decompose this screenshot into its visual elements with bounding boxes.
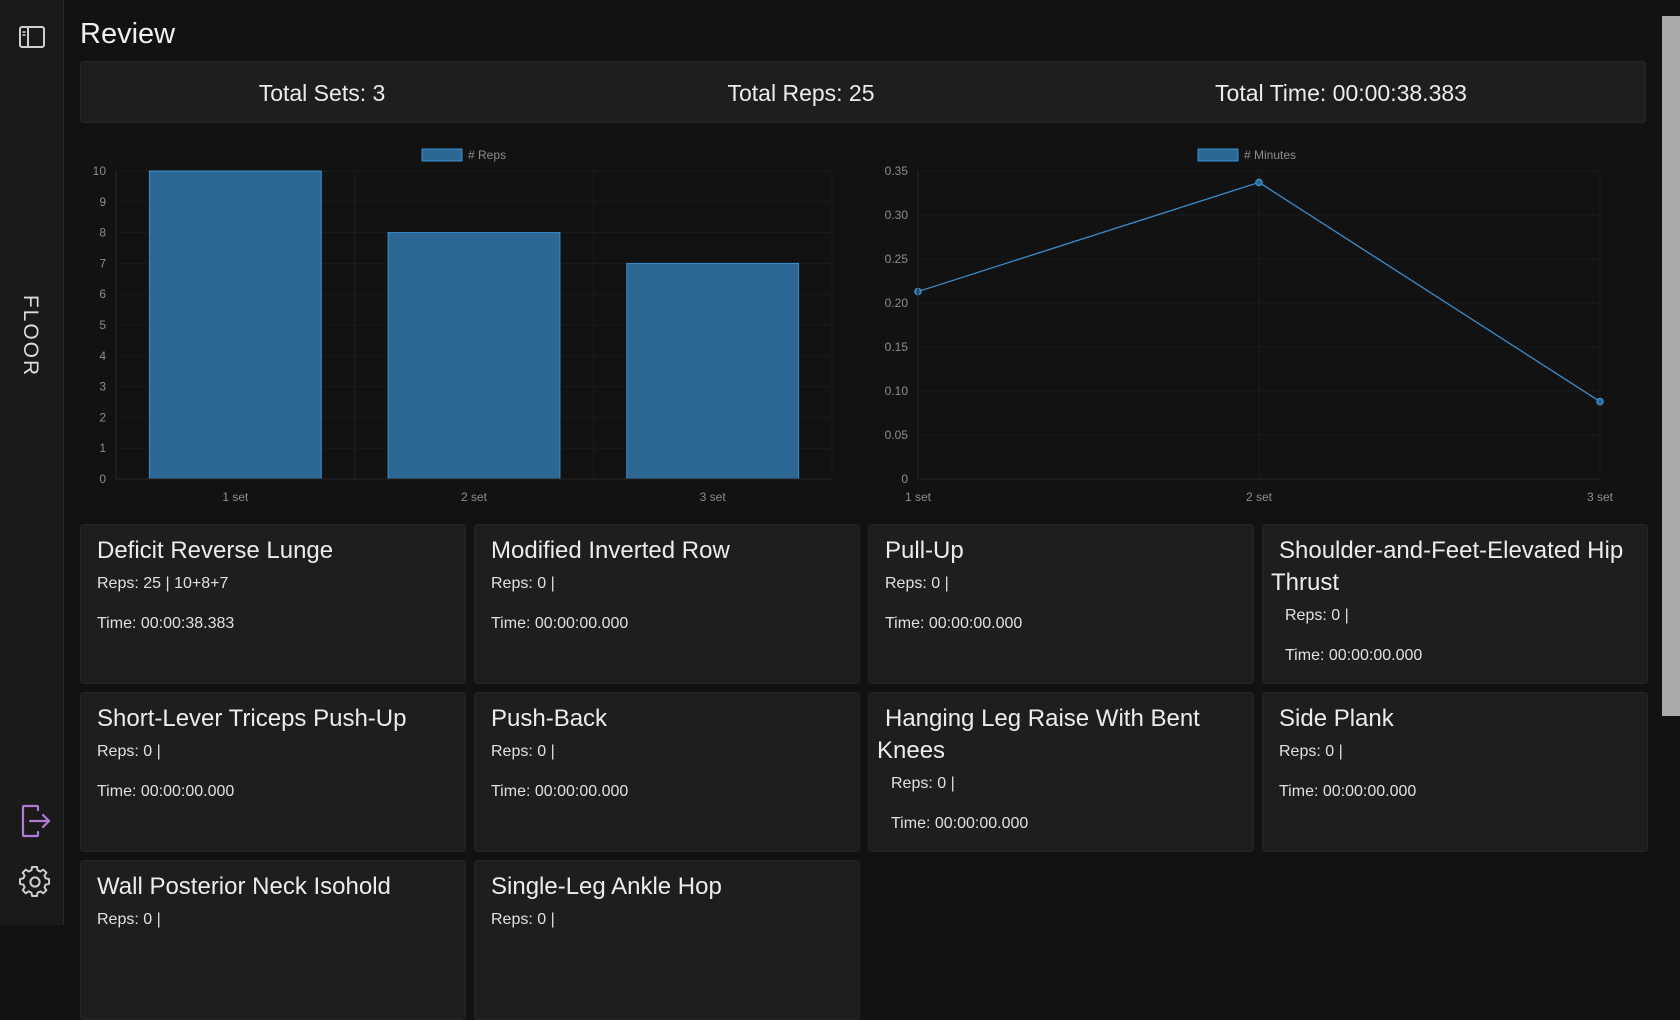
exercise-time: Time: 00:00:00.000 [1279, 783, 1417, 800]
exercise-card[interactable]: Wall Posterior Neck Isohold Reps: 0 | [80, 860, 466, 1020]
exercise-title: Short-Lever Triceps Push-Up [97, 705, 407, 732]
y-tick-label: 0.15 [885, 340, 909, 354]
summary-bar: Total Sets: 3 Total Reps: 25 Total Time:… [80, 61, 1646, 123]
exercise-card[interactable]: Push-Back Reps: 0 | Time: 00:00:00.000 [474, 692, 860, 852]
exercise-reps: Reps: 0 | [885, 575, 949, 592]
sidebar-toggle-icon[interactable] [18, 24, 46, 50]
y-tick-label: 10 [93, 164, 107, 178]
exercise-time: Time: 00:00:00.000 [491, 615, 629, 632]
exercise-time: Time: 00:00:00.000 [885, 615, 1023, 632]
chart-legend[interactable]: # Minutes [1197, 148, 1296, 162]
exercise-card[interactable]: Single-Leg Ankle Hop Reps: 0 | [474, 860, 860, 1020]
exercise-reps: Reps: 0 | [891, 775, 955, 792]
x-tick-label: 2 set [1246, 490, 1273, 504]
page-title: Review [80, 18, 176, 50]
chart-legend[interactable]: # Reps [421, 148, 506, 162]
total-reps: Total Reps: 25 [727, 80, 875, 106]
gear-icon[interactable] [19, 865, 51, 898]
exercise-time: Time: 00:00:00.000 [891, 815, 1029, 832]
exercise-title: Single-Leg Ankle Hop [491, 873, 722, 900]
exercise-card[interactable]: Short-Lever Triceps Push-Up Reps: 0 | Time… [80, 692, 466, 852]
y-tick-label: 2 [99, 410, 106, 424]
y-tick-label: 4 [99, 349, 106, 363]
y-tick-label: 0 [99, 472, 106, 486]
y-tick-label: 0.20 [885, 296, 909, 310]
x-tick-label: 3 set [1587, 490, 1614, 504]
legend-label: # Minutes [1244, 148, 1296, 162]
total-sets: Total Sets: 3 [258, 80, 386, 106]
exercise-title: Modified Inverted Row [491, 537, 730, 564]
exercise-reps: Reps: 0 | [491, 911, 555, 928]
y-tick-label: 0.05 [885, 428, 909, 442]
sidebar: FLOOR [0, 0, 64, 925]
exercise-time: Time: 00:00:00.000 [491, 783, 629, 800]
exercise-title: Push-Back [491, 705, 608, 732]
exercise-card[interactable]: Side Plank Reps: 0 | Time: 00:00:00.000 [1262, 692, 1648, 852]
exercise-time: Time: 00:00:00.000 [97, 783, 235, 800]
legend-label: # Reps [468, 148, 506, 162]
floor-label-text: FLOOR [19, 294, 42, 378]
exercise-title: Wall Posterior Neck Isohold [97, 873, 391, 900]
exercise-reps: Reps: 0 | [491, 743, 555, 760]
exercise-title: Side Plank [1279, 705, 1394, 732]
y-tick-label: 0.35 [885, 164, 909, 178]
exercise-card[interactable]: Deficit Reverse Lunge Reps: 25 | 10+8+7 Ti… [80, 524, 466, 684]
bar[interactable] [148, 170, 322, 480]
y-tick-label: 0.10 [885, 384, 909, 398]
y-tick-label: 8 [99, 226, 106, 240]
x-tick-label: 2 set [461, 490, 488, 504]
exercise-title: Pull-Up [885, 537, 964, 564]
exit-icon[interactable] [20, 804, 52, 838]
total-time: Total Time: 00:00:38.383 [1215, 80, 1467, 106]
exercise-title: Deficit Reverse Lunge [97, 537, 334, 564]
y-tick-label: 5 [99, 318, 106, 332]
exercise-card[interactable]: Modified Inverted Row Reps: 0 | Time: 00:0… [474, 524, 860, 684]
x-tick-label: 1 set [905, 490, 932, 504]
exercise-title: Shoulder-and-Feet-Elevated Hip Thrust [1271, 537, 1624, 596]
exercise-reps: Reps: 25 | 10+8+7 [97, 575, 229, 592]
exercise-time: Time: 00:00:00.000 [1285, 647, 1423, 664]
y-tick-label: 9 [99, 195, 106, 209]
minutes-line-chart: # Minutes 0 0.05 0.10 0.15 0.20 0.25 0.30 0.35 1 … [858, 138, 1636, 510]
exercise-reps: Reps: 0 | [1279, 743, 1343, 760]
y-tick-label: 3 [99, 380, 106, 394]
y-tick-label: 6 [99, 287, 106, 301]
data-point[interactable] [1596, 397, 1604, 406]
y-tick-label: 0.30 [885, 208, 909, 222]
exercise-card[interactable]: Hanging Leg Raise With Bent Knees Reps: 0… [868, 692, 1254, 852]
exercise-reps: Reps: 0 | [491, 575, 555, 592]
exercise-reps: Reps: 0 | [97, 743, 161, 760]
bar[interactable] [387, 232, 561, 480]
exercise-title: Hanging Leg Raise With Bent Knees [877, 705, 1200, 764]
y-tick-label: 0.25 [885, 252, 909, 266]
data-point[interactable] [1255, 178, 1263, 187]
y-tick-label: 1 [99, 441, 106, 455]
exercise-card[interactable]: Pull-Up Reps: 0 | Time: 00:00:00.000 [868, 524, 1254, 684]
exercise-time: Time: 00:00:38.383 [97, 615, 235, 632]
y-tick-label: 7 [99, 256, 106, 270]
exercise-card[interactable]: Shoulder-and-Feet-Elevated Hip Thrust Rep… [1262, 524, 1648, 684]
reps-bar-chart: # Reps 0 1 2 3 4 5 6 7 8 9 10 1 set 2 set 3 set [80, 138, 846, 510]
legend-swatch [421, 148, 463, 162]
y-tick-label: 0 [901, 472, 908, 486]
legend-swatch [1197, 148, 1239, 162]
x-tick-label: 1 set [222, 490, 249, 504]
page-scrollbar[interactable] [1662, 16, 1680, 716]
floor-label: FLOOR [18, 294, 42, 378]
x-tick-label: 3 set [700, 490, 727, 504]
exercise-reps: Reps: 0 | [1285, 607, 1349, 624]
exercise-reps: Reps: 0 | [97, 911, 161, 928]
bar[interactable] [626, 262, 800, 480]
